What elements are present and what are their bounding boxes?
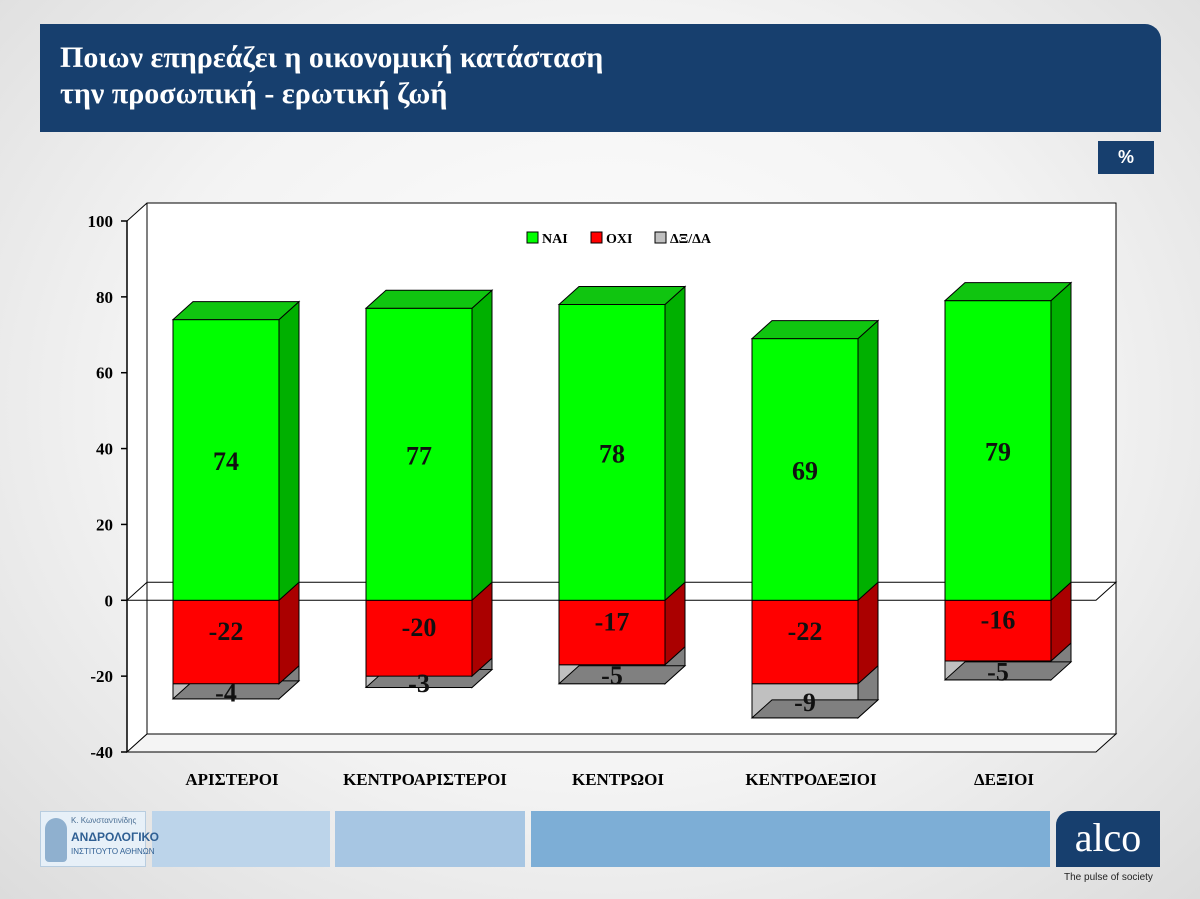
legend-label: ΔΞ/ΔΑ [670,232,712,247]
legend: ΝΑΙ ΟΧΙ ΔΞ/ΔΑ [526,231,712,247]
footer-strip-3 [531,811,1050,867]
statue-icon [45,818,67,862]
x-category-label: ΚΕΝΤΡΟΑΡΙΣΤΕΡΟΙ [343,770,507,789]
page-title: Ποιων επηρεάζει η οικονομική κατάσταση τ… [60,40,603,112]
org-line-2: ΑΝΔΡΟΛΟΓΙΚΟ [71,830,159,844]
data-label-dxda: -9 [794,688,816,717]
alco-logo: alco [1056,811,1160,867]
bar-group [171,300,301,701]
data-label-nai: 79 [985,437,1011,466]
data-labels: 74 -22 -4 77 -20 -3 78 -17 -5 69 -22 -9 79 -16 -5 [209,437,1016,716]
y-axis: 100 80 60 40 20 0 -20 -40 [88,212,128,762]
chart-floor [125,733,1118,753]
y-tick-label: 40 [96,440,113,459]
data-label-nai: 74 [213,447,239,476]
bars [171,281,1073,719]
andrology-institute-logo: Κ. Κωνσταντινίδης ΑΝΔΡΟΛΟΓΙΚΟ ΙΝΣΤΙΤΟΥΤΟ… [40,811,159,867]
bar-nai-top [750,320,880,340]
bar-nai-top [557,285,687,305]
data-label-oxi: -17 [595,608,630,637]
bar-nai-front [751,338,859,601]
footer-strip-2 [335,811,525,867]
data-label-oxi: -22 [209,617,244,646]
bar-nai-front [172,319,280,601]
x-category-label: ΚΕΝΤΡΩΟΙ [572,770,664,789]
legend-swatch [654,231,667,244]
legend-swatch [590,231,603,244]
x-axis-labels: ΑΡΙΣΤΕΡΟΙ ΚΕΝΤΡΟΑΡΙΣΤΕΡΟΙ ΚΕΝΤΡΩΟΙ ΚΕΝΤΡΟΔΕ… [185,770,1034,789]
bar-nai-front [365,307,473,601]
data-label-oxi: -20 [402,613,437,642]
bar-nai-side [278,300,300,602]
bar-dxda-bottom [171,680,301,700]
data-label-oxi: -22 [788,617,823,646]
footer-strip-1 [152,811,330,867]
data-label-nai: 69 [792,456,818,485]
y-tick-label: 0 [105,591,114,610]
legend-label: ΝΑΙ [542,232,568,247]
org-line-1: Κ. Κωνσταντινίδης [71,816,137,825]
x-category-label: ΚΕΝΤΡΟΔΕΞΙΟΙ [745,770,877,789]
y-tick-label: 80 [96,288,113,307]
title-line-2: την προσωπική - ερωτική ζωή [60,77,448,110]
legend-swatch [526,231,539,244]
bar-nai-top [171,301,301,321]
bar-nai-front [558,303,666,601]
org-line-3: ΙΝΣΤΙΤΟΥΤΟ ΑΘΗΝΩΝ [71,847,155,856]
bar-group [943,281,1073,682]
alco-tagline: The pulse of society [1064,872,1153,883]
legend-label: ΟΧΙ [606,232,632,247]
bar-nai-top [364,289,494,309]
bar-nai-side [664,285,686,602]
data-label-dxda: -5 [987,657,1009,686]
y-tick-label: 100 [88,212,114,231]
data-label-nai: 78 [599,439,625,468]
bar-group [364,289,494,689]
bar-nai-top [943,282,1073,302]
data-label-dxda: -3 [408,669,430,698]
bar-oxi-front [365,599,473,677]
y-tick-label: -40 [90,743,113,762]
bar-nai-side [471,289,493,602]
y-tick-label: -20 [90,667,113,686]
data-label-dxda: -5 [601,661,623,690]
data-label-oxi: -16 [981,606,1016,635]
stacked-bar-chart: 100 80 60 40 20 0 -20 -40 74 -22 -4 77 -20 -3 78 -17 -5… [88,202,1118,789]
y-tick-label: 60 [96,364,113,383]
bar-oxi-front [172,599,280,685]
bar-group [750,319,880,719]
bar-nai-side [857,319,879,602]
data-label-nai: 77 [406,441,432,470]
data-label-dxda: -4 [215,678,237,707]
bar-nai-front [944,300,1052,601]
x-category-label: ΑΡΙΣΤΕΡΟΙ [185,770,279,789]
bar-oxi-front [751,599,859,685]
bar-dxda-bottom [943,661,1073,681]
bar-dxda-bottom [557,665,687,685]
header-banner: Ποιων επηρεάζει η οικονομική κατάσταση τ… [40,24,1161,132]
bar-group [557,285,687,685]
bar-dxda-bottom [750,699,880,719]
y-tick-label: 20 [96,515,113,534]
title-line-1: Ποιων επηρεάζει η οικονομική κατάσταση [60,41,604,74]
bar-nai-side [1050,281,1072,602]
unit-badge: % [1098,141,1154,174]
x-category-label: ΔΕΞΙΟΙ [974,770,1034,789]
bar-oxi-front [558,599,666,666]
